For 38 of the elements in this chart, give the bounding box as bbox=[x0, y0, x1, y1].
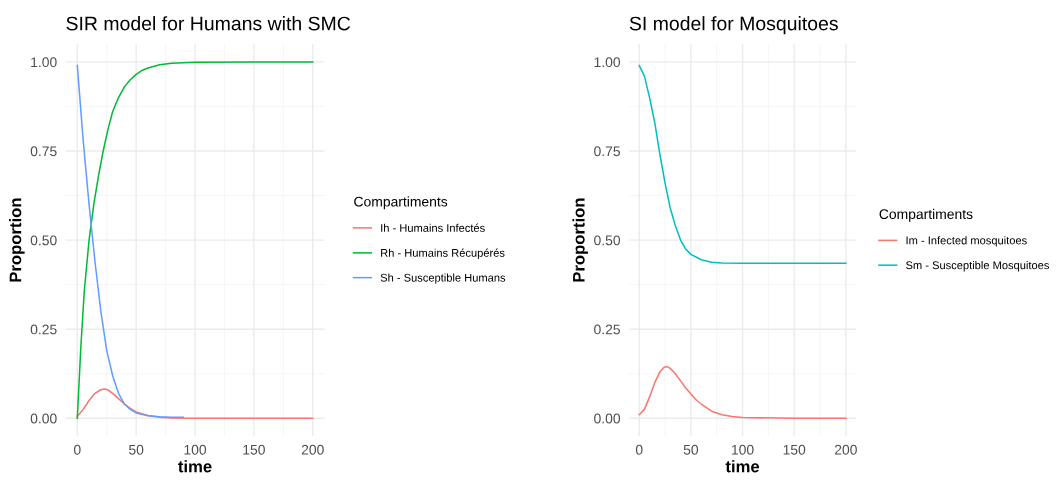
y-axis-title: Proportion bbox=[9, 198, 25, 282]
line-series bbox=[638, 365, 847, 420]
chart-title: SI model for Mosquitoes bbox=[629, 16, 838, 35]
legend-label: Sm - Susceptible Mosquitoes bbox=[906, 261, 1050, 272]
legend-label: Rh - Humains Récupérés bbox=[381, 248, 505, 260]
line-series bbox=[76, 61, 314, 420]
x-tick-label: 200 bbox=[301, 444, 324, 455]
x-tick-label: 200 bbox=[834, 444, 857, 455]
y-axis-title: Proportion bbox=[572, 198, 588, 282]
y-tick-label: 0.75 bbox=[594, 146, 620, 157]
line-series bbox=[638, 64, 847, 265]
legend-title: Compartiments bbox=[354, 196, 448, 210]
line-series bbox=[76, 388, 314, 420]
y-tick-label: 0.75 bbox=[30, 146, 57, 157]
y-tick-label: 1.00 bbox=[594, 57, 621, 68]
x-tick-label: 50 bbox=[128, 444, 144, 455]
x-tick-label: 100 bbox=[732, 444, 754, 455]
legend-label: Ih - Humains Infectés bbox=[381, 223, 485, 232]
x-tick-label: 0 bbox=[635, 444, 643, 455]
y-tick-label: 0.00 bbox=[594, 413, 621, 424]
x-tick-label: 0 bbox=[73, 444, 81, 455]
y-tick-label: 1.00 bbox=[31, 57, 57, 68]
legend-title: Compartiments bbox=[879, 208, 973, 222]
x-tick-label: 100 bbox=[184, 444, 207, 455]
legend-label: Sh - Susceptible Humans bbox=[380, 273, 506, 284]
x-tick-label: 150 bbox=[243, 444, 265, 455]
chart-title: SIR model for Humans with SMC bbox=[66, 16, 351, 31]
y-tick-label: 0.25 bbox=[594, 324, 620, 335]
y-tick-label: 0.50 bbox=[30, 235, 57, 246]
line-series bbox=[76, 64, 185, 418]
legend-label: Im - Infected mosquitoes bbox=[906, 236, 1027, 247]
x-axis-title: time bbox=[178, 460, 212, 473]
x-axis-title: time bbox=[725, 460, 760, 473]
x-tick-label: 150 bbox=[783, 444, 806, 455]
x-tick-label: 50 bbox=[683, 444, 699, 455]
y-tick-label: 0.00 bbox=[30, 413, 57, 424]
y-tick-label: 0.50 bbox=[594, 235, 621, 246]
y-tick-label: 0.25 bbox=[30, 324, 57, 335]
